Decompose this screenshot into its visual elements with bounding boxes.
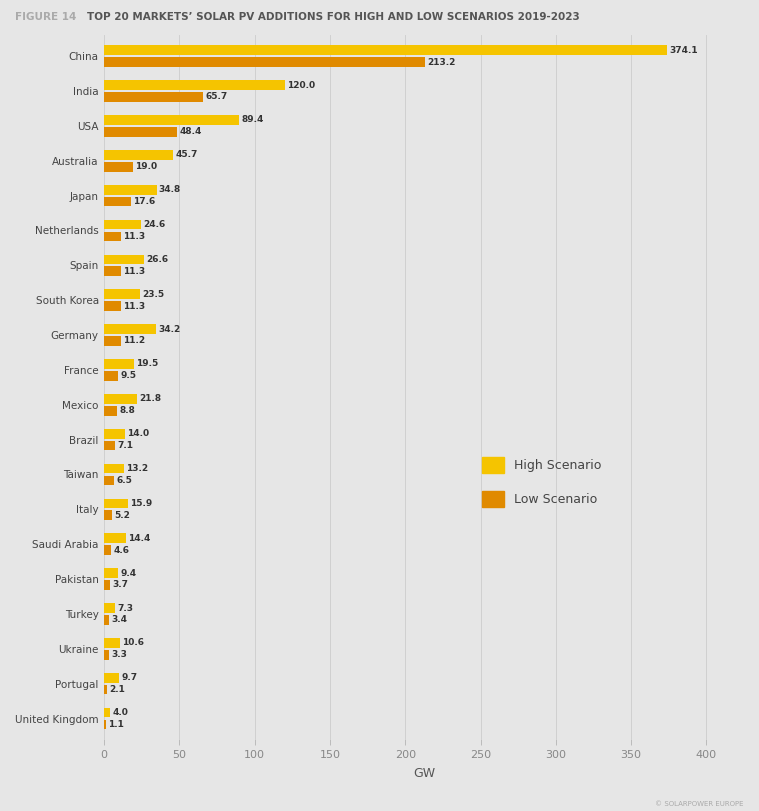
Bar (104, 185, 156, 195)
Text: 213.2: 213.2 (427, 58, 455, 67)
Bar (104, 266, 121, 277)
Text: 17.6: 17.6 (133, 197, 155, 206)
Text: 120.0: 120.0 (287, 80, 315, 90)
Text: 19.5: 19.5 (136, 359, 158, 368)
Bar (104, 115, 239, 125)
Text: 11.2: 11.2 (123, 337, 146, 345)
Text: 5.2: 5.2 (115, 511, 130, 520)
Text: 1.1: 1.1 (108, 720, 124, 729)
Bar (104, 150, 173, 160)
Text: 14.0: 14.0 (128, 429, 150, 438)
Text: 3.3: 3.3 (112, 650, 128, 659)
Bar (104, 394, 137, 404)
Text: 65.7: 65.7 (206, 92, 228, 101)
Text: FIGURE 14: FIGURE 14 (15, 12, 80, 22)
Text: 23.5: 23.5 (142, 290, 164, 298)
Text: 9.7: 9.7 (121, 673, 137, 682)
X-axis label: GW: GW (413, 766, 435, 780)
Bar (104, 80, 285, 90)
Text: 11.3: 11.3 (124, 232, 146, 241)
Text: 374.1: 374.1 (669, 45, 698, 55)
Text: 34.8: 34.8 (159, 185, 181, 194)
Text: 26.6: 26.6 (146, 255, 168, 264)
Bar (104, 510, 112, 520)
Text: 7.3: 7.3 (118, 603, 134, 612)
Bar (104, 336, 121, 345)
Text: 13.2: 13.2 (126, 464, 149, 473)
Text: 34.2: 34.2 (158, 324, 180, 333)
Text: 21.8: 21.8 (139, 394, 162, 403)
Legend: High Scenario, Low Scenario: High Scenario, Low Scenario (477, 453, 606, 512)
Text: 45.7: 45.7 (175, 150, 197, 159)
Bar (104, 650, 109, 659)
Text: 11.3: 11.3 (124, 302, 146, 311)
Text: 11.3: 11.3 (124, 267, 146, 276)
Text: 3.4: 3.4 (112, 616, 128, 624)
Bar (104, 255, 144, 264)
Text: 9.5: 9.5 (121, 371, 137, 380)
Text: 10.6: 10.6 (122, 638, 144, 647)
Bar (104, 638, 120, 648)
Bar (104, 359, 134, 369)
Bar (104, 708, 110, 718)
Bar (104, 569, 118, 578)
Bar (104, 127, 177, 137)
Bar (104, 603, 115, 613)
Bar (104, 429, 125, 439)
Text: 4.6: 4.6 (113, 546, 129, 555)
Bar (104, 290, 140, 299)
Bar (104, 162, 133, 172)
Text: 4.0: 4.0 (112, 708, 128, 717)
Bar (104, 673, 118, 683)
Text: 7.1: 7.1 (117, 441, 133, 450)
Text: © SOLARPOWER EUROPE: © SOLARPOWER EUROPE (655, 801, 744, 807)
Text: TOP 20 MARKETS’ SOLAR PV ADDITIONS FOR HIGH AND LOW SCENARIOS 2019-2023: TOP 20 MARKETS’ SOLAR PV ADDITIONS FOR H… (87, 12, 580, 22)
Text: 19.0: 19.0 (135, 162, 157, 171)
Bar (104, 371, 118, 380)
Bar (104, 499, 128, 508)
Bar (104, 464, 124, 474)
Text: 8.8: 8.8 (120, 406, 136, 415)
Bar (104, 324, 156, 334)
Bar (104, 45, 667, 55)
Text: 14.4: 14.4 (128, 534, 150, 543)
Text: 89.4: 89.4 (241, 115, 263, 124)
Bar (104, 475, 114, 485)
Bar (104, 92, 203, 102)
Text: 3.7: 3.7 (112, 581, 128, 590)
Bar (104, 719, 106, 729)
Bar (104, 580, 110, 590)
Text: 2.1: 2.1 (109, 685, 125, 694)
Bar (104, 406, 118, 415)
Bar (104, 231, 121, 242)
Bar (104, 220, 141, 230)
Text: 9.4: 9.4 (121, 569, 137, 577)
Bar (104, 301, 121, 311)
Text: 6.5: 6.5 (116, 476, 132, 485)
Bar (104, 197, 131, 207)
Bar (104, 534, 126, 543)
Bar (104, 615, 109, 624)
Bar (104, 545, 111, 555)
Bar (104, 440, 115, 450)
Bar (104, 58, 425, 67)
Text: 48.4: 48.4 (179, 127, 202, 136)
Text: 15.9: 15.9 (131, 499, 153, 508)
Bar (104, 684, 107, 694)
Text: 24.6: 24.6 (143, 220, 165, 229)
